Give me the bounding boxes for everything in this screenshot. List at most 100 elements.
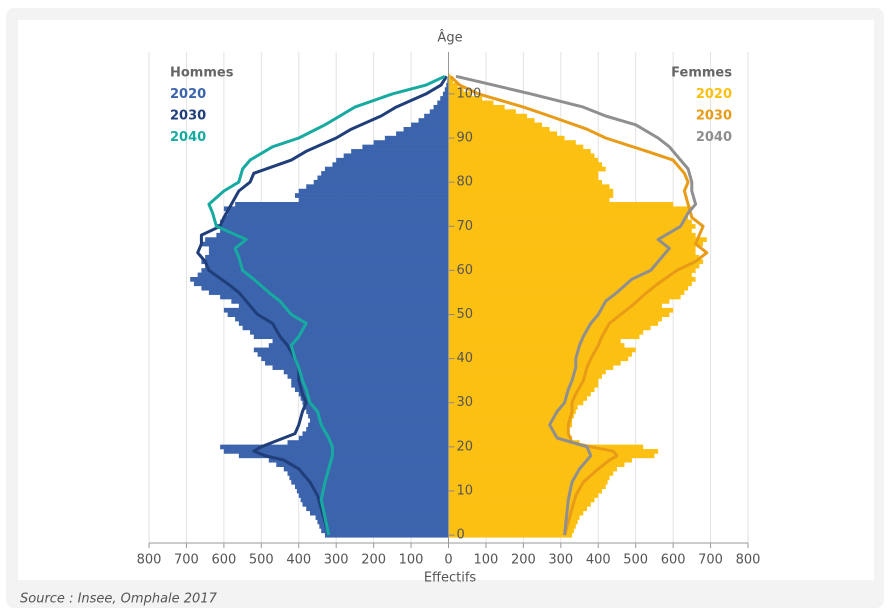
bar: [235, 316, 449, 322]
bar: [295, 193, 449, 198]
bar: [223, 215, 449, 220]
bar: [448, 312, 670, 317]
bar: [220, 228, 449, 234]
bar: [448, 400, 584, 406]
legend-group: Femmes: [671, 66, 732, 81]
bar: [448, 369, 606, 375]
legend-entry: 2020: [170, 87, 206, 102]
x-tick-label: 700: [698, 553, 723, 568]
bar: [440, 96, 449, 101]
bar: [448, 171, 599, 176]
bar: [396, 131, 449, 137]
bar: [448, 426, 569, 432]
bar: [295, 484, 449, 490]
bar: [201, 285, 449, 291]
legend-entry: 2020: [696, 87, 732, 102]
bar: [321, 528, 449, 534]
bar: [448, 259, 704, 265]
bar: [448, 510, 584, 516]
bar: [291, 378, 449, 384]
bar: [448, 497, 595, 503]
bar: [448, 276, 696, 282]
bar: [208, 250, 449, 256]
bar: [448, 351, 632, 357]
bar: [242, 325, 449, 331]
bar: [448, 299, 670, 304]
bar: [448, 188, 614, 194]
bar: [272, 338, 449, 344]
bar: [448, 457, 632, 463]
bar: [302, 501, 449, 507]
bar: [317, 519, 449, 525]
x-tick-label: 600: [211, 553, 236, 568]
line: [207, 74, 446, 536]
x-tick-label: 400: [586, 553, 611, 568]
bar: [448, 201, 674, 207]
bar: [448, 356, 629, 362]
bar: [268, 343, 449, 348]
bar: [448, 418, 573, 423]
bar: [448, 215, 689, 220]
bar: [448, 316, 662, 322]
bar: [257, 351, 449, 357]
bar: [448, 122, 543, 128]
bar: [306, 426, 449, 432]
bar: [437, 100, 449, 106]
x-tick-label: 700: [174, 553, 199, 568]
bar: [298, 391, 449, 397]
bar: [231, 299, 449, 304]
legend-entry: 2030: [170, 109, 206, 124]
x-tick-label: 300: [548, 553, 573, 568]
bar: [268, 457, 449, 463]
bar: [448, 250, 696, 256]
bar: [448, 144, 584, 150]
bar: [448, 162, 602, 167]
line: [449, 75, 709, 536]
bar: [197, 272, 449, 278]
bar: [448, 343, 625, 348]
bar: [448, 440, 580, 445]
bar: [429, 109, 449, 115]
bar: [448, 184, 610, 190]
x-tick-label: 200: [361, 553, 386, 568]
bar: [208, 290, 449, 295]
bar: [448, 179, 602, 185]
bar: [351, 149, 449, 154]
bar: [216, 232, 449, 238]
bar: [448, 263, 700, 269]
bar: [448, 246, 696, 251]
bar: [448, 471, 614, 476]
bar: [448, 126, 550, 132]
bar: [448, 294, 681, 300]
bar: [298, 188, 449, 194]
source-note: Source : Insee, Omphale 2017: [20, 592, 218, 607]
bar: [448, 78, 453, 84]
bar: [448, 462, 625, 467]
bar: [448, 307, 674, 313]
x-tick-label: 500: [623, 553, 648, 568]
line: [455, 74, 698, 536]
bar: [302, 431, 449, 437]
bar: [272, 365, 449, 370]
legend-entry: 2040: [170, 130, 206, 145]
bar: [227, 210, 449, 216]
bar: [448, 153, 595, 159]
bar: [448, 466, 617, 472]
bar: [448, 210, 689, 216]
bar: [448, 435, 573, 441]
bar: [448, 409, 576, 415]
bar: [448, 374, 602, 379]
y-tick-label: 0: [457, 528, 465, 543]
bar: [448, 524, 576, 529]
bar: [238, 303, 449, 309]
bar: [291, 479, 449, 485]
chart-title: Âge: [437, 30, 462, 46]
bar: [306, 184, 449, 190]
y-tick-label: 30: [457, 395, 474, 410]
bar: [448, 365, 614, 370]
bar: [448, 347, 636, 353]
bar: [283, 466, 449, 472]
x-tick-label: 600: [661, 553, 686, 568]
bar: [418, 118, 449, 123]
bar: [448, 157, 599, 163]
